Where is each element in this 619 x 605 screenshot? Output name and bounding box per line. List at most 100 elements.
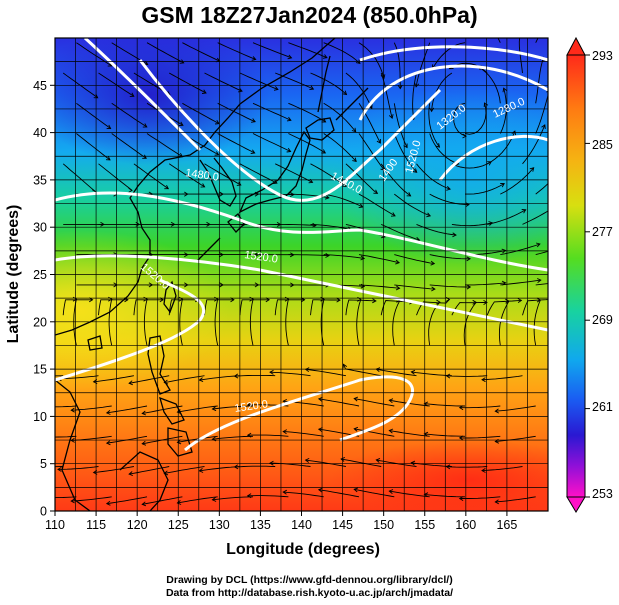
streamline-arrow (410, 460, 416, 466)
streamline-arrow (57, 467, 62, 472)
streamline-arrow (481, 377, 486, 383)
streamline-arrow (105, 500, 111, 506)
streamline (415, 42, 431, 87)
streamline (376, 368, 417, 377)
streamline (535, 250, 548, 256)
streamline (394, 254, 435, 265)
streamline-arrow (555, 204, 559, 208)
hokkaido-coast (305, 117, 335, 141)
streamline-arrow (236, 181, 242, 186)
streamline (182, 102, 220, 124)
streamline-arrow (336, 297, 341, 303)
streamline (164, 466, 205, 474)
streamline-arrow (466, 284, 472, 290)
credits: Drawing by DCL (https://www.gfd-dennou.o… (0, 574, 619, 600)
streamline (429, 284, 471, 288)
streamline-arrow (494, 408, 500, 414)
streamline-arrow (353, 396, 359, 402)
streamline (275, 223, 316, 226)
streamline (428, 301, 441, 346)
credits-line-2: Data from http://database.rish.kyoto-u.a… (165, 587, 454, 599)
streamline-arrow (483, 300, 488, 305)
streamline-arrow (246, 402, 252, 408)
credits-line-1: Drawing by DCL (https://www.gfd-dennou.o… (166, 574, 453, 586)
streamline-arrow (388, 398, 394, 404)
y-tick-label: 25 (33, 268, 47, 282)
streamline-arrow (458, 435, 464, 441)
streamline-arrow (565, 17, 569, 21)
streamline-arrow (128, 380, 133, 386)
streamline-arrow (106, 124, 112, 129)
streamline-arrow (128, 471, 133, 477)
colorbar-bottom-arrow (566, 496, 586, 513)
streamline (55, 405, 77, 408)
streamline (204, 299, 234, 316)
streamline-arrow (105, 440, 111, 446)
x-tick-label: 110 (45, 518, 65, 532)
streamline (477, 66, 501, 104)
streamline (518, 38, 523, 74)
y-tick-label: 45 (33, 79, 47, 93)
streamline (133, 163, 169, 190)
streamline-arrow (436, 299, 441, 305)
streamline-arrow (352, 157, 357, 162)
streamline (424, 403, 465, 407)
streamline-arrow (324, 194, 330, 200)
streamline-arrow (395, 285, 401, 291)
streamline-arrow (246, 493, 252, 499)
streamline (106, 405, 148, 414)
streamline (394, 284, 435, 290)
streamline (283, 431, 324, 437)
streamline (465, 282, 506, 286)
ryukyu (195, 237, 221, 263)
streamline (354, 428, 395, 437)
streamline-arrow (198, 377, 204, 383)
streamline (234, 374, 276, 377)
streamline (111, 102, 148, 128)
streamline-arrow (284, 296, 290, 302)
streamline-arrow (141, 501, 147, 507)
streamline (234, 465, 276, 468)
streamline-arrow (250, 149, 256, 154)
streamline-arrow (537, 278, 542, 283)
streamline (71, 405, 112, 411)
streamline-arrow (388, 428, 394, 434)
streamline-arrow (431, 286, 436, 292)
x-tick-label: 150 (373, 518, 394, 532)
streamline-arrow (108, 296, 113, 302)
colorbar-tick-label: 293 (592, 49, 613, 63)
y-tick-label: 30 (33, 221, 47, 235)
streamline (451, 161, 492, 169)
streamline-arrow (500, 183, 505, 188)
streamline (247, 495, 289, 498)
streamline-arrow (176, 500, 182, 505)
streamline-arrow (163, 379, 169, 385)
streamline (146, 42, 184, 64)
streamline (451, 301, 488, 316)
streamline (451, 222, 493, 227)
streamline (394, 193, 431, 217)
streamline (252, 133, 291, 152)
streamline (318, 398, 360, 407)
streamline-arrow (317, 427, 323, 432)
streamline-arrow (70, 437, 75, 443)
streamline-arrow (430, 260, 436, 266)
streamline-arrow (163, 470, 169, 476)
streamline-arrow (412, 168, 418, 173)
streamline (283, 491, 324, 498)
streamline-arrow (376, 139, 381, 144)
streamline (429, 193, 470, 205)
streamline-arrow (388, 114, 394, 119)
streamline (522, 299, 548, 316)
streamline-arrow (340, 456, 345, 462)
streamline-arrow (445, 373, 451, 379)
y-tick-label: 35 (33, 173, 47, 187)
streamline-arrow (353, 487, 359, 493)
streamline-arrow (233, 464, 239, 470)
streamline (249, 299, 254, 346)
y-tick-label: 40 (33, 126, 47, 140)
streamline (55, 375, 64, 377)
streamline-arrow (535, 242, 541, 248)
streamline-arrow (282, 489, 288, 495)
kurils (335, 87, 369, 121)
